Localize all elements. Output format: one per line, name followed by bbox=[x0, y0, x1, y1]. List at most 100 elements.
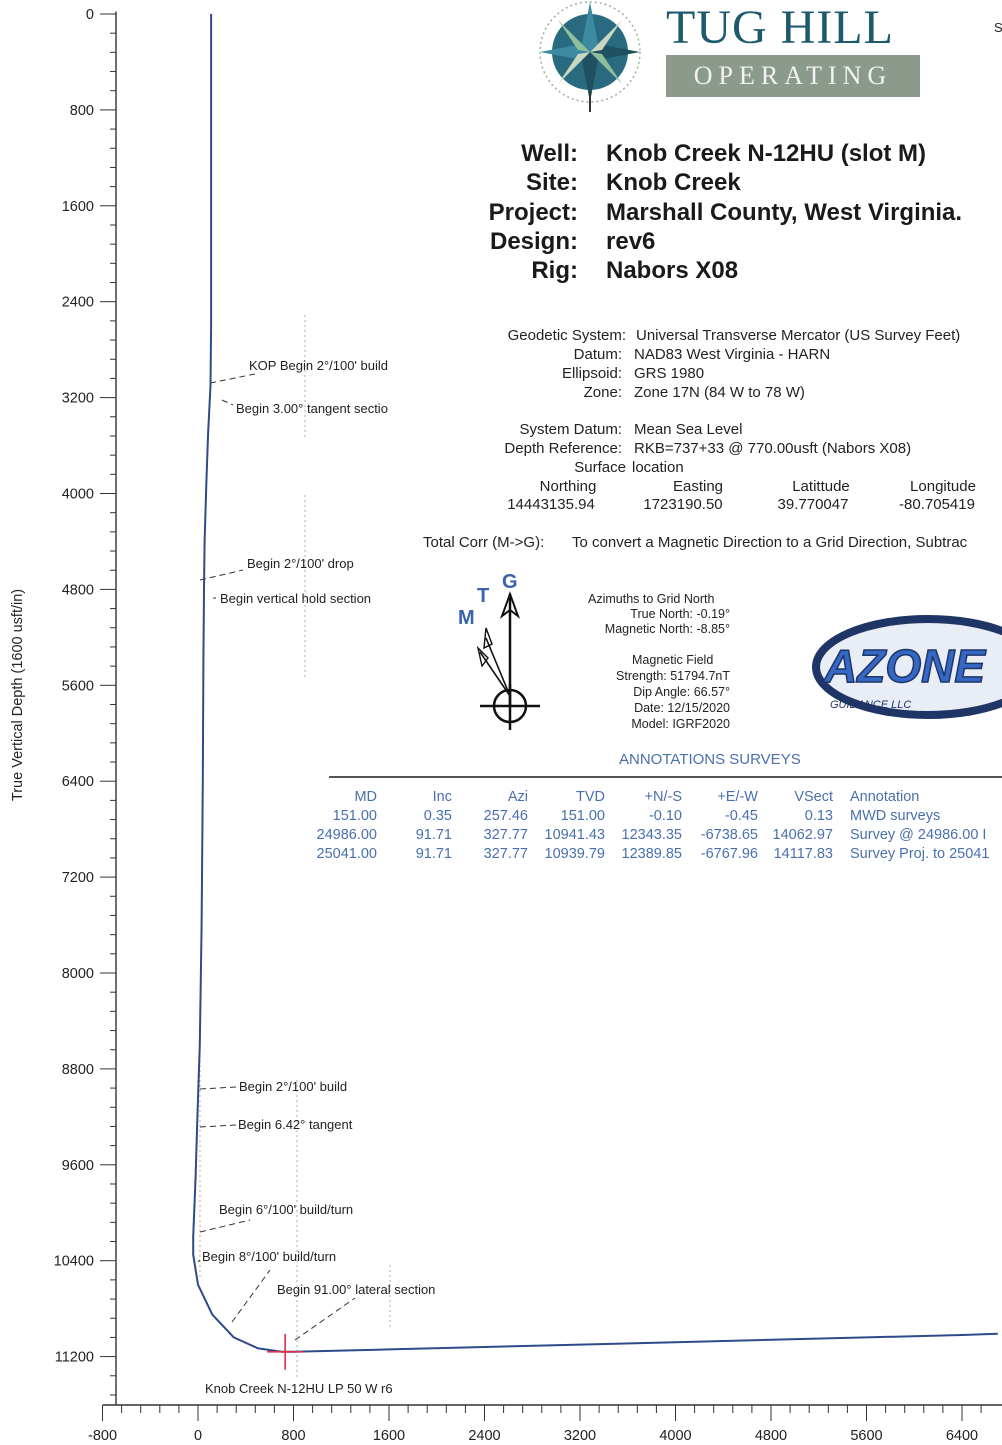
latitude-value: 39.770047 bbox=[777, 496, 849, 513]
table-cell: 14117.83 bbox=[773, 846, 833, 862]
y-tick-label: 1600 bbox=[62, 199, 94, 215]
field-strength-value: Strength: 51794.7nT bbox=[616, 669, 730, 683]
annotation-leader bbox=[231, 1269, 271, 1323]
north-arrow-icon bbox=[476, 591, 540, 730]
datum-value: NAD83 West Virginia - HARN bbox=[634, 346, 831, 363]
table-cell: 91.71 bbox=[415, 846, 452, 862]
annotation-leader bbox=[199, 569, 244, 581]
annotation-leader bbox=[209, 373, 256, 384]
annotation-label: Knob Creek N-12HU LP 50 W r6 bbox=[205, 1381, 393, 1396]
annotation-label: Begin 8°/100' build/turn bbox=[202, 1249, 336, 1264]
azone-guidance-logo: AZONE GUIDANCE LLC bbox=[812, 615, 1002, 719]
table-cell: 327.77 bbox=[483, 846, 528, 862]
table-cell: MWD surveys bbox=[850, 808, 941, 824]
ellipsoid-label: Ellipsoid: bbox=[561, 365, 622, 382]
x-tick-label: 800 bbox=[281, 1428, 305, 1444]
table-cell: 0.13 bbox=[804, 808, 833, 824]
table-cell: -0.45 bbox=[724, 808, 758, 824]
table-cell: 25041.00 bbox=[316, 846, 377, 862]
table-header-cell: +N/-S bbox=[644, 789, 682, 805]
x-tick-label: 5600 bbox=[850, 1428, 882, 1444]
project-label: Project: bbox=[488, 199, 578, 226]
table-cell: -0.10 bbox=[648, 808, 682, 824]
easting-label: Easting bbox=[672, 478, 724, 495]
ellipsoid-value: GRS 1980 bbox=[634, 365, 705, 382]
edge-char: S bbox=[994, 20, 1002, 35]
table-cell: 151.00 bbox=[332, 808, 377, 824]
zone-label: Zone: bbox=[583, 384, 622, 401]
rig-value: Nabors X08 bbox=[606, 257, 739, 284]
y-tick-label: 11200 bbox=[55, 1350, 94, 1366]
annotation-label: Begin 3.00° tangent sectio bbox=[236, 401, 388, 416]
total-corr-value: To convert a Magnetic Direction to a Gri… bbox=[572, 534, 968, 551]
table-cell: Survey @ 24986.00 I bbox=[850, 827, 987, 843]
annotation-leader bbox=[199, 1086, 237, 1090]
latitude-label: Latittude bbox=[792, 478, 850, 495]
table-header-cell: TVD bbox=[576, 789, 605, 805]
table-cell: 10939.79 bbox=[544, 846, 605, 862]
site-label: Site: bbox=[525, 169, 578, 196]
x-tick-label: 2400 bbox=[468, 1428, 500, 1444]
geodetic-system-label: Geodetic System: bbox=[507, 327, 626, 344]
table-header-cell: Azi bbox=[507, 789, 528, 805]
table-cell: -6738.65 bbox=[700, 827, 758, 843]
north-arrow-m: M bbox=[458, 607, 475, 629]
north-arrow-g: G bbox=[502, 571, 518, 593]
geodetic-system-value: Universal Transverse Mercator (US Survey… bbox=[636, 327, 961, 344]
y-tick-label: 6400 bbox=[62, 774, 94, 790]
magnetic-field-title: Magnetic Field bbox=[632, 653, 714, 667]
y-axis-label: True Vertical Depth (1600 usft/in) bbox=[10, 589, 26, 801]
northing-value: 14443135.94 bbox=[507, 496, 595, 513]
y-tick-label: 0 bbox=[86, 7, 94, 23]
logo-title: TUG HILL bbox=[666, 1, 894, 54]
y-tick-label: 9600 bbox=[62, 1158, 94, 1174]
x-tick-label: 4000 bbox=[659, 1428, 691, 1444]
true-north-value: True North: -0.19° bbox=[630, 607, 730, 621]
rig-label: Rig: bbox=[531, 257, 578, 284]
annotation-leader bbox=[199, 1124, 237, 1128]
surface-value: location bbox=[632, 459, 684, 476]
well-label: Well: bbox=[521, 140, 578, 167]
y-tick-label: 5600 bbox=[62, 678, 94, 694]
svg-text:GUIDANCE LLC: GUIDANCE LLC bbox=[830, 699, 911, 711]
y-tick-label: 8800 bbox=[62, 1062, 94, 1078]
northing-label: Northing bbox=[539, 478, 597, 495]
table-cell: 12389.85 bbox=[621, 846, 682, 862]
x-tick-label: -800 bbox=[88, 1428, 117, 1444]
longitude-label: Longitude bbox=[910, 478, 976, 495]
annotation-label: Begin 2°/100' build bbox=[239, 1079, 347, 1094]
north-arrow-t: T bbox=[477, 585, 490, 607]
x-tick-label: 1600 bbox=[373, 1428, 405, 1444]
annotation-label: Begin vertical hold section bbox=[220, 591, 371, 606]
x-tick-label: 0 bbox=[194, 1428, 202, 1444]
system-datum-label: System Datum: bbox=[519, 421, 622, 438]
table-cell: 10941.43 bbox=[544, 827, 605, 843]
logo-subtitle: OPERATING bbox=[666, 55, 920, 97]
well-value: Knob Creek N-12HU (slot M) bbox=[606, 140, 927, 167]
table-cell: Survey Proj. to 25041 bbox=[850, 846, 990, 862]
wellbore-path-series-0 bbox=[192, 14, 998, 1353]
annotation-leader bbox=[199, 1219, 251, 1233]
system-datum-value: Mean Sea Level bbox=[634, 421, 743, 438]
surface-label: Surface bbox=[574, 459, 626, 476]
x-tick-label: 3200 bbox=[564, 1428, 596, 1444]
table-header-cell: VSect bbox=[794, 789, 833, 805]
y-tick-label: 2400 bbox=[62, 295, 94, 311]
table-cell: 24986.00 bbox=[316, 827, 377, 843]
azimuths-title: Azimuths to Grid North bbox=[588, 592, 715, 606]
table-header-cell: +E/-W bbox=[717, 789, 758, 805]
design-value: rev6 bbox=[606, 228, 656, 255]
design-label: Design: bbox=[489, 228, 578, 255]
longitude-value: -80.705419 bbox=[899, 496, 975, 513]
table-cell: 327.77 bbox=[483, 827, 528, 843]
table-cell: 14062.97 bbox=[772, 827, 833, 843]
zone-value: Zone 17N (84 W to 78 W) bbox=[634, 384, 805, 401]
y-tick-label: 4800 bbox=[62, 582, 94, 598]
project-value: Marshall County, West Virginia. bbox=[606, 199, 963, 226]
y-tick-label: 8000 bbox=[62, 966, 94, 982]
table-header-cell: Annotation bbox=[850, 789, 920, 805]
magnetic-north-value: Magnetic North: -8.85° bbox=[604, 622, 730, 636]
tug-hill-logo-compass-icon bbox=[539, 1, 641, 112]
dip-angle-value: Dip Angle: 66.57° bbox=[633, 685, 730, 699]
